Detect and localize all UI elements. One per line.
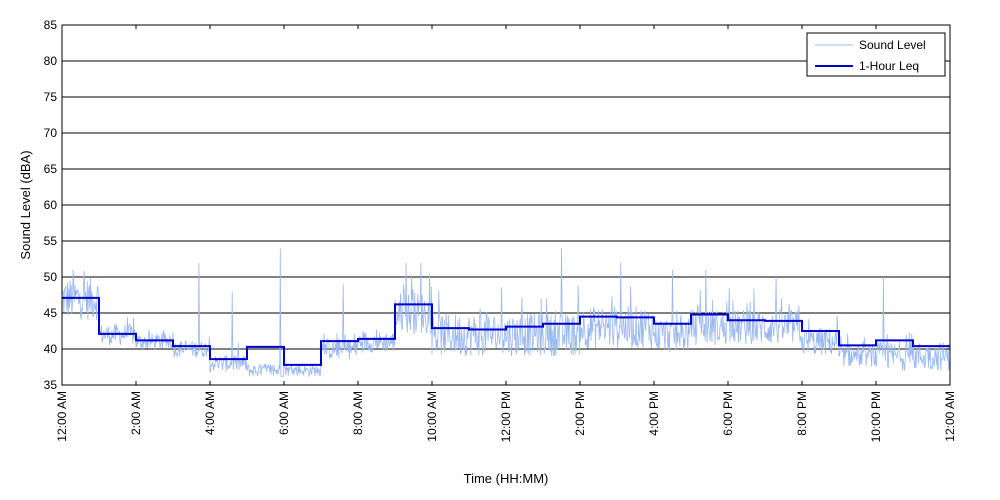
y-axis: 35 40 45 50 55 60 65 70 75 80 85	[44, 18, 950, 392]
x-axis-title: Time (HH:MM)	[464, 471, 549, 486]
legend-label-leq: 1-Hour Leq	[859, 59, 919, 73]
y-tick-label: 50	[44, 270, 58, 284]
y-tick-label: 55	[44, 234, 58, 248]
y-tick-label: 70	[44, 126, 58, 140]
y-axis-title: Sound Level (dBA)	[18, 150, 33, 259]
x-tick-label: 10:00 AM	[425, 391, 439, 442]
x-tick-label: 2:00 AM	[129, 391, 143, 435]
x-tick-label: 4:00 PM	[647, 391, 661, 436]
x-tick-label: 10:00 PM	[869, 391, 883, 442]
legend-label-sound-level: Sound Level	[859, 38, 926, 52]
sound-level-line	[61, 248, 951, 378]
x-tick-label: 12:00 AM	[943, 391, 957, 442]
x-tick-label: 4:00 AM	[203, 391, 217, 435]
x-tick-label: 8:00 PM	[795, 391, 809, 436]
x-tick-label: 8:00 AM	[351, 391, 365, 435]
x-tick-label: 2:00 PM	[573, 391, 587, 436]
y-tick-label: 65	[44, 162, 58, 176]
legend: Sound Level 1-Hour Leq	[806, 32, 946, 77]
y-tick-label: 45	[44, 306, 58, 320]
y-tick-label: 40	[44, 342, 58, 356]
sound-level-series	[61, 248, 951, 378]
y-tick-label: 60	[44, 198, 58, 212]
leq-step-line	[62, 296, 950, 366]
legend-box	[806, 32, 946, 77]
x-tick-label: 12:00 PM	[499, 391, 513, 442]
y-tick-label: 35	[44, 378, 58, 392]
y-tick-label: 85	[44, 18, 58, 32]
y-tick-label: 75	[44, 90, 58, 104]
leq-series	[62, 296, 950, 366]
x-tick-label: 6:00 PM	[721, 391, 735, 436]
x-tick-label: 6:00 AM	[277, 391, 291, 435]
x-axis: 12:00 AM 2:00 AM 4:00 AM 6:00 AM 8:00 AM 10:0…	[55, 25, 957, 442]
x-tick-label: 12:00 AM	[55, 391, 69, 442]
y-tick-label: 80	[44, 54, 58, 68]
